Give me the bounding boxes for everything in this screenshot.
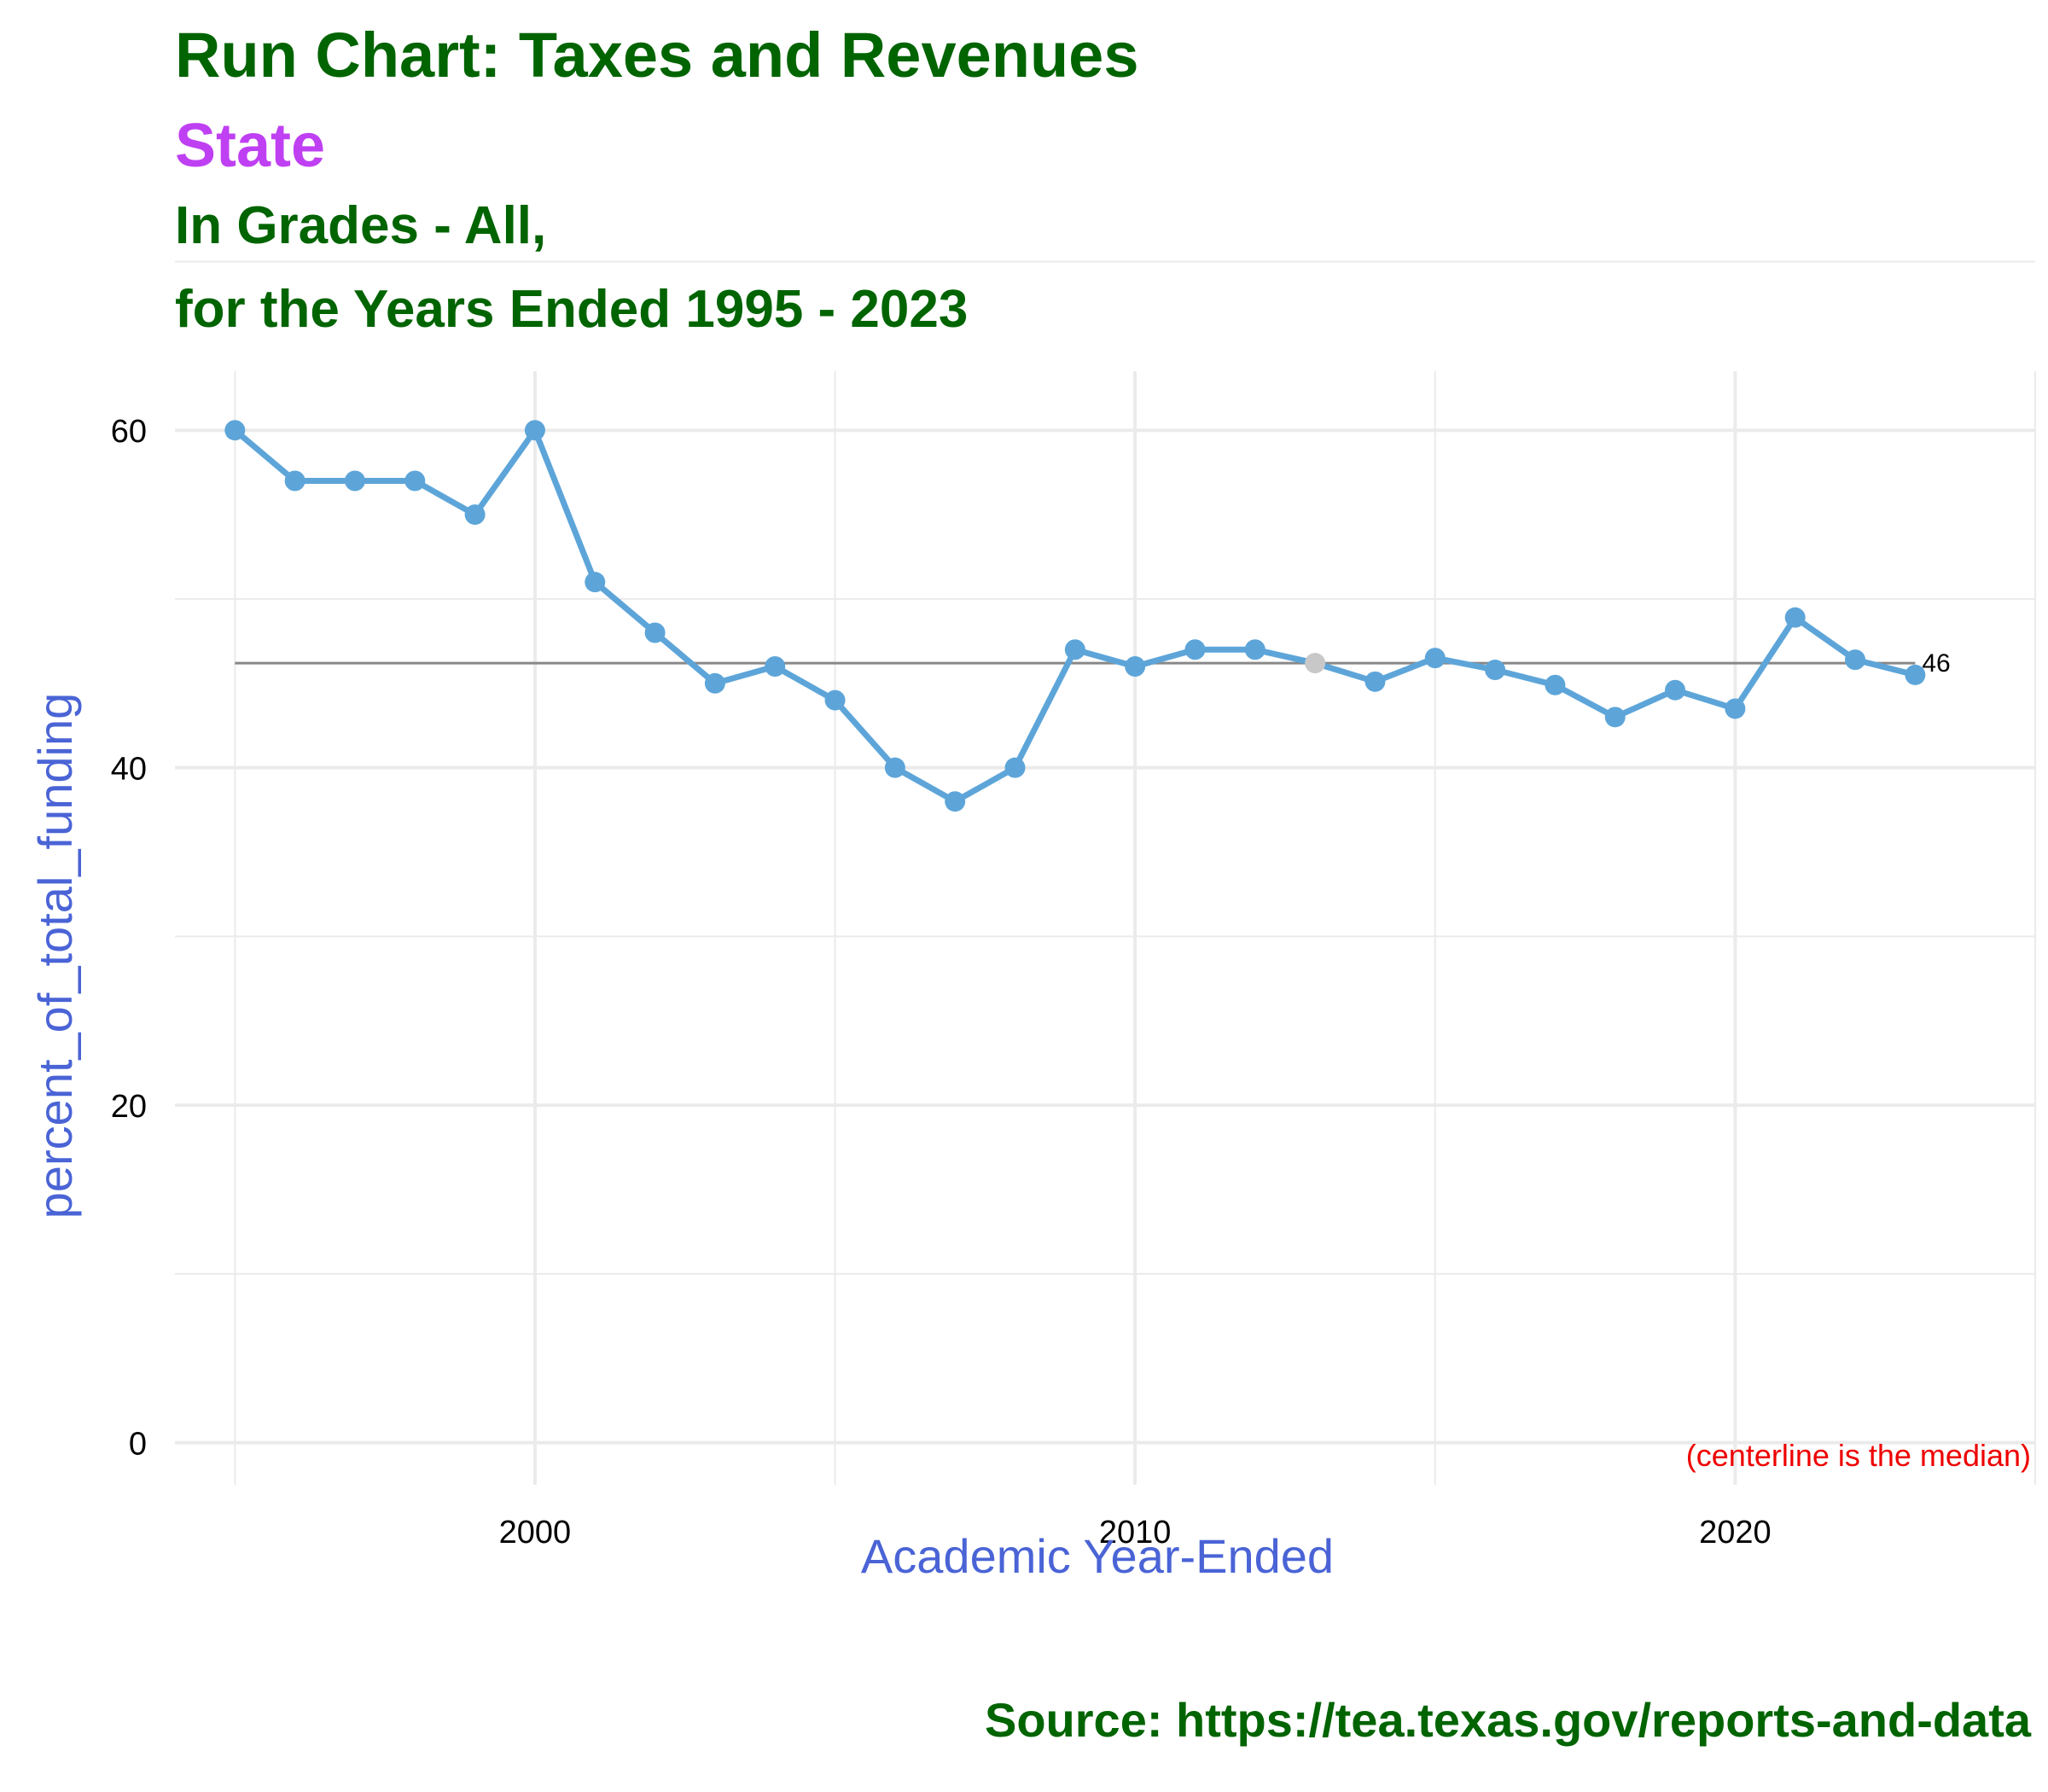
data-point bbox=[1004, 757, 1026, 778]
data-point bbox=[1784, 607, 1806, 628]
data-point bbox=[404, 470, 426, 492]
data-point bbox=[884, 757, 905, 778]
data-point bbox=[585, 572, 606, 593]
data-point bbox=[1305, 653, 1326, 674]
ticks-group: 2000 2010 2020 0 20 40 60 bbox=[111, 414, 1772, 1551]
data-point bbox=[704, 672, 725, 694]
data-point bbox=[1485, 659, 1506, 680]
series-group bbox=[224, 420, 1926, 812]
data-point bbox=[1424, 648, 1446, 669]
data-point bbox=[1064, 639, 1085, 660]
data-point bbox=[644, 622, 666, 643]
data-point bbox=[945, 791, 966, 812]
x-tick-label: 2010 bbox=[1099, 1515, 1172, 1551]
y-axis-title: percent_of_total_funding bbox=[28, 693, 82, 1219]
grid-major bbox=[175, 371, 2035, 1485]
data-point bbox=[1665, 679, 1686, 701]
x-axis-title: Academic Year-Ended bbox=[861, 1529, 1334, 1583]
median-label: 46 bbox=[1922, 649, 1950, 678]
x-tick-label: 2000 bbox=[499, 1515, 572, 1551]
chart-title: Run Chart: Taxes and Revenues bbox=[175, 20, 1138, 90]
data-point bbox=[1364, 671, 1386, 692]
chart-subtitle-grades: In Grades - All, bbox=[175, 196, 546, 255]
data-point bbox=[284, 470, 305, 492]
data-point bbox=[765, 656, 786, 678]
data-point bbox=[1905, 664, 1926, 685]
y-tick-label: 60 bbox=[111, 414, 147, 450]
data-point bbox=[1244, 639, 1265, 660]
source-caption: Source: https://tea.texas.gov/reports-an… bbox=[985, 1693, 2032, 1747]
data-point bbox=[524, 420, 545, 441]
y-tick-label: 40 bbox=[111, 752, 147, 788]
data-point bbox=[1184, 639, 1206, 660]
series-line bbox=[233, 427, 1917, 805]
data-point bbox=[1725, 698, 1746, 719]
chart-subtitle-years: for the Years Ended 1995 - 2023 bbox=[175, 280, 968, 339]
data-point bbox=[1125, 656, 1146, 678]
centerline-note: (centerline is the median) bbox=[1686, 1438, 2031, 1473]
x-tick-label: 2020 bbox=[1699, 1515, 1772, 1551]
data-point bbox=[1845, 649, 1866, 671]
data-point bbox=[1545, 674, 1566, 695]
data-point bbox=[1604, 707, 1626, 728]
data-point bbox=[464, 504, 486, 526]
data-point bbox=[824, 689, 846, 711]
y-tick-label: 20 bbox=[111, 1089, 147, 1125]
chart-subtitle: State bbox=[175, 112, 325, 180]
y-tick-label: 0 bbox=[129, 1427, 147, 1463]
data-point bbox=[344, 470, 365, 492]
grid-minor bbox=[175, 260, 2036, 1485]
data-point bbox=[224, 420, 246, 441]
median-group: 46 bbox=[235, 649, 1951, 678]
